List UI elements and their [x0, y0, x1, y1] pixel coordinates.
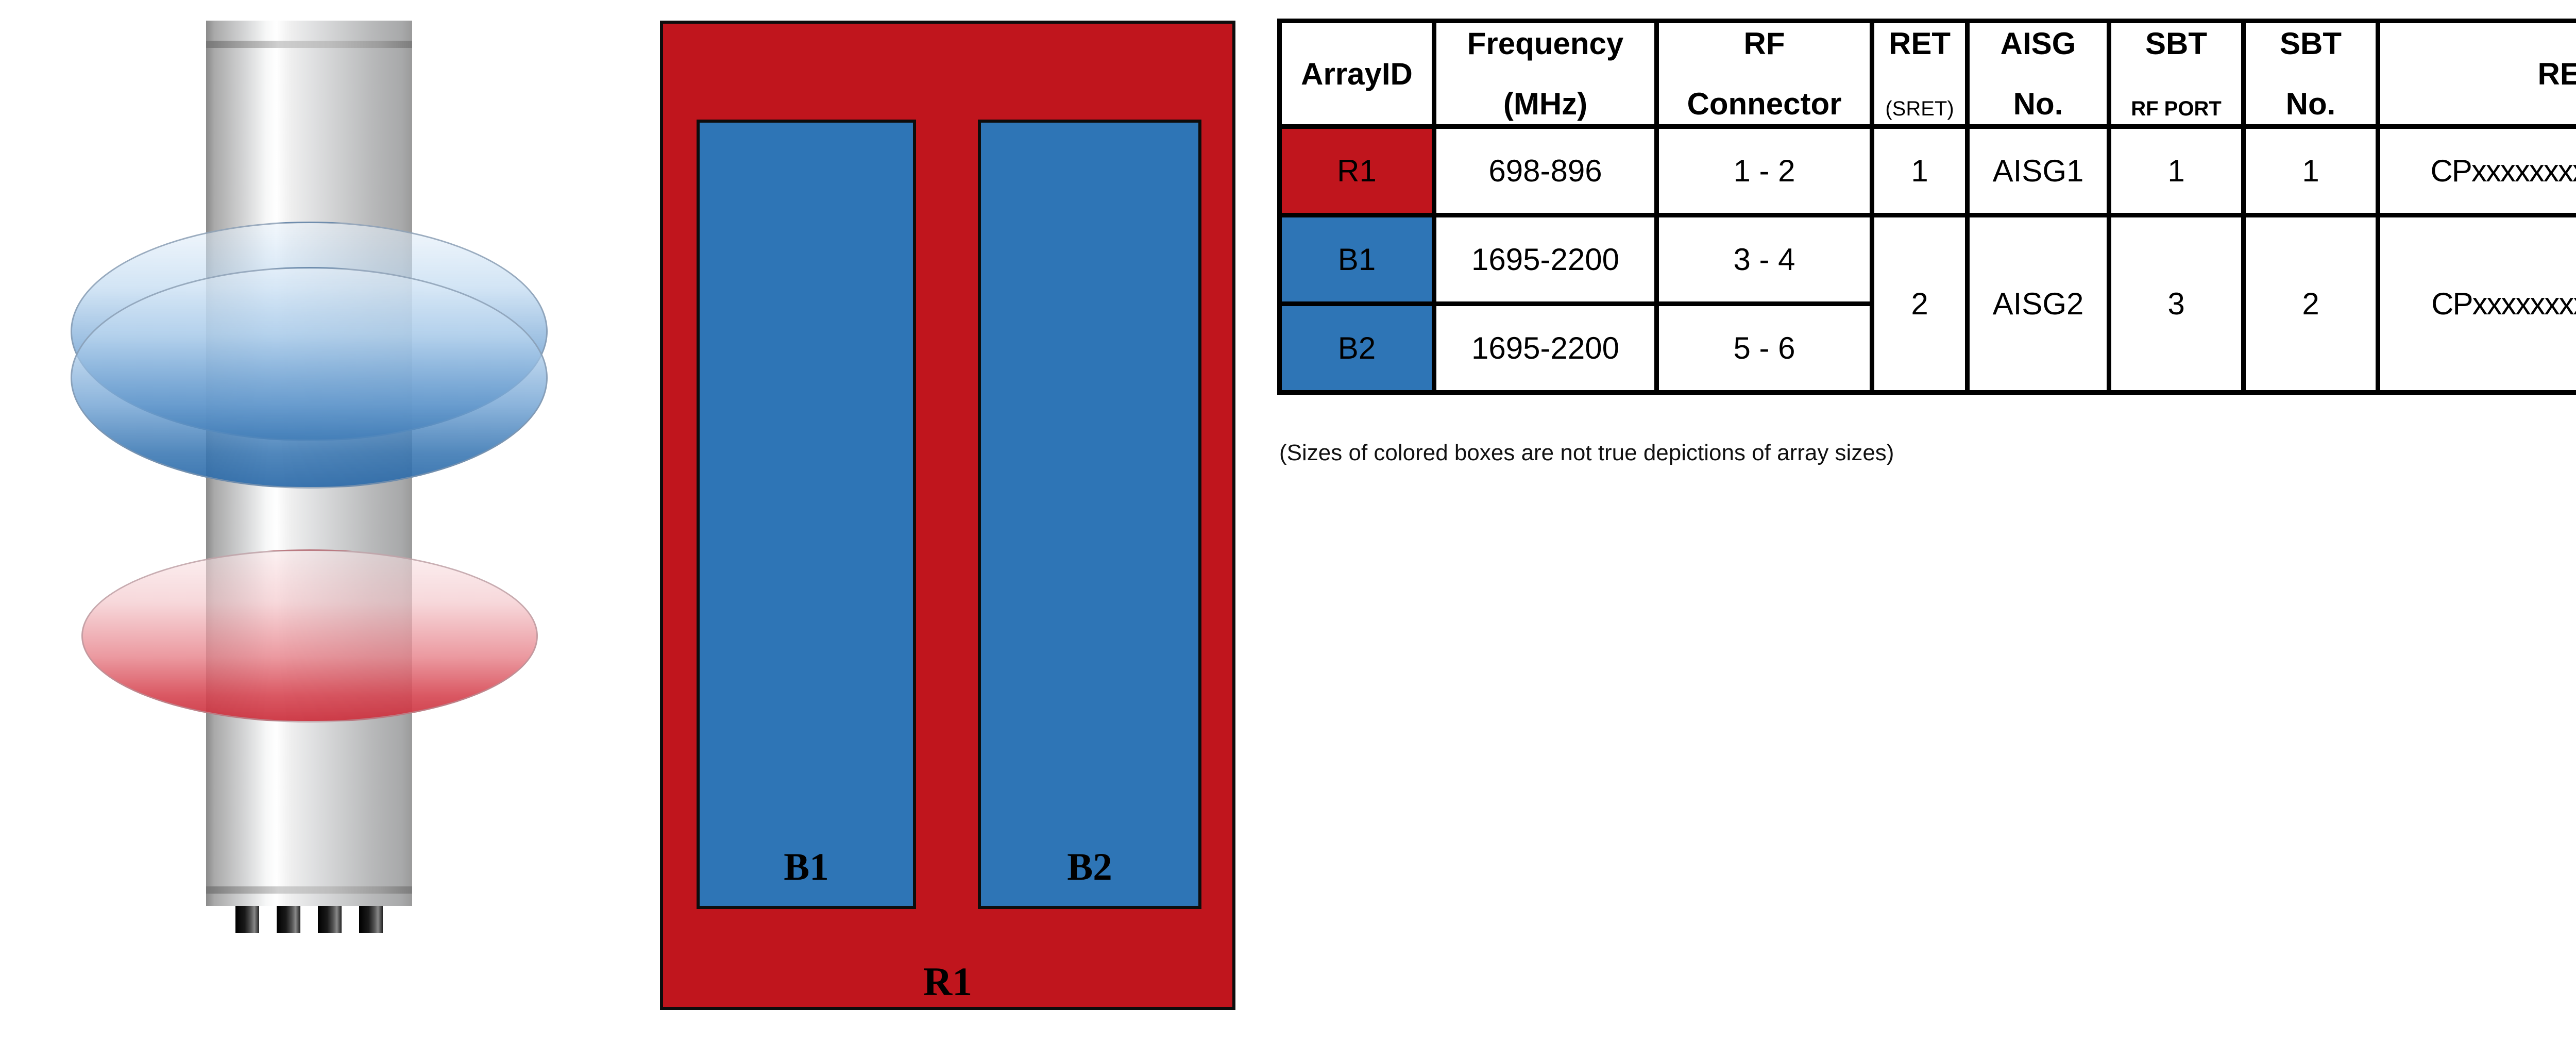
header-sbt-no-line2: No. — [2285, 87, 2336, 121]
array-layout-outer-box: B1 B2 R1 — [660, 21, 1235, 1010]
cell-aisg-r1: AISG1 — [1965, 124, 2111, 217]
cell-sbt-no-b-shared: 2 — [2241, 213, 2380, 395]
header-frequency-line1: Frequency — [1467, 26, 1624, 61]
cell-aisg-b-shared: AISG2 — [1965, 213, 2111, 395]
header-rf-line1: RF — [1743, 26, 1785, 61]
header-ret-uid: RET UID — [2376, 19, 2576, 129]
header-sbt-no-line1: SBT — [2280, 26, 2342, 61]
cell-ret-b-shared: 2 — [1870, 213, 1970, 395]
header-sbt-port-line2: RF PORT — [2131, 97, 2222, 120]
cylinder-bottom-band — [206, 886, 412, 894]
antenna-illustration — [0, 0, 592, 1041]
header-ret-uid-label: RET UID — [2537, 56, 2576, 91]
cell-arrayid-b1: B1 — [1277, 213, 1436, 306]
cell-frequency-b1: 1695-2200 — [1432, 213, 1659, 306]
array-b2-box: B2 — [978, 120, 1201, 909]
table-row-b2: B2 1695-2200 5 - 6 — [1277, 301, 2576, 395]
cell-rf-connector-b1: 3 - 4 — [1654, 213, 1874, 306]
header-ret-line2: (SRET) — [1885, 97, 1954, 120]
table-row-r1: R1 698-896 1 - 2 1 AISG1 1 1 CPxxxxxxxxx… — [1277, 124, 2576, 217]
header-sbt-rf-port: SBT RF PORT — [2107, 19, 2246, 129]
header-aisg-line2: No. — [2013, 87, 2063, 121]
cylinder-foot — [318, 906, 342, 933]
cell-ret-uid-b-shared: CPxxxxxxxxxxxxxxxxxxB1 — [2376, 213, 2576, 395]
table-row-b1: B1 1695-2200 3 - 4 2 AISG2 3 2 CPxxxxxxx… — [1277, 213, 2576, 395]
header-aisg-no: AISG No. — [1965, 19, 2111, 129]
cell-arrayid-b2: B2 — [1277, 301, 1436, 395]
blue-beam-disc-icon — [71, 267, 548, 489]
red-beam-disc-icon — [81, 549, 538, 723]
cell-rf-connector-r1: 1 - 2 — [1654, 124, 1874, 217]
cell-frequency-b2: 1695-2200 — [1432, 301, 1659, 395]
header-frequency-line2: (MHz) — [1503, 87, 1588, 121]
size-disclaimer-note: (Sizes of colored boxes are not true dep… — [1279, 440, 1894, 465]
header-ret-line1: RET — [1889, 26, 1951, 61]
array-r1-label: R1 — [923, 959, 973, 1004]
array-b2-label: B2 — [1067, 846, 1112, 888]
header-arrayid: ArrayID — [1277, 19, 1436, 129]
array-spec-table: ArrayID Frequency (MHz) RF Connector RET… — [1277, 19, 2576, 395]
header-arrayid-label: ArrayID — [1301, 56, 1413, 91]
header-frequency: Frequency (MHz) — [1432, 19, 1659, 129]
cell-ret-uid-r1: CPxxxxxxxxxxxxxxxxxxR1 — [2376, 124, 2576, 217]
header-ret-sret: RET (SRET) — [1870, 19, 1970, 129]
cylinder-foot — [235, 906, 259, 933]
cylinder-foot — [359, 906, 383, 933]
header-sbt-no: SBT No. — [2241, 19, 2380, 129]
header-sbt-port-line1: SBT — [2145, 26, 2207, 61]
header-rf-connector: RF Connector — [1654, 19, 1874, 129]
header-rf-line2: Connector — [1687, 87, 1842, 121]
array-b1-box: B1 — [697, 120, 916, 909]
cell-arrayid-r1: R1 — [1277, 124, 1436, 217]
cell-sbt-rf-port-r1: 1 — [2107, 124, 2246, 217]
cell-frequency-r1: 698-896 — [1432, 124, 1659, 217]
cylinder-top-band — [206, 41, 412, 48]
cell-ret-r1: 1 — [1870, 124, 1970, 217]
cylinder-foot — [277, 906, 300, 933]
table-header-row: ArrayID Frequency (MHz) RF Connector RET… — [1277, 19, 2576, 129]
array-b1-label: B1 — [784, 846, 829, 888]
cell-rf-connector-b2: 5 - 6 — [1654, 301, 1874, 395]
cell-sbt-rf-port-b-shared: 3 — [2107, 213, 2246, 395]
header-aisg-line1: AISG — [2000, 26, 2076, 61]
cell-sbt-no-r1: 1 — [2241, 124, 2380, 217]
